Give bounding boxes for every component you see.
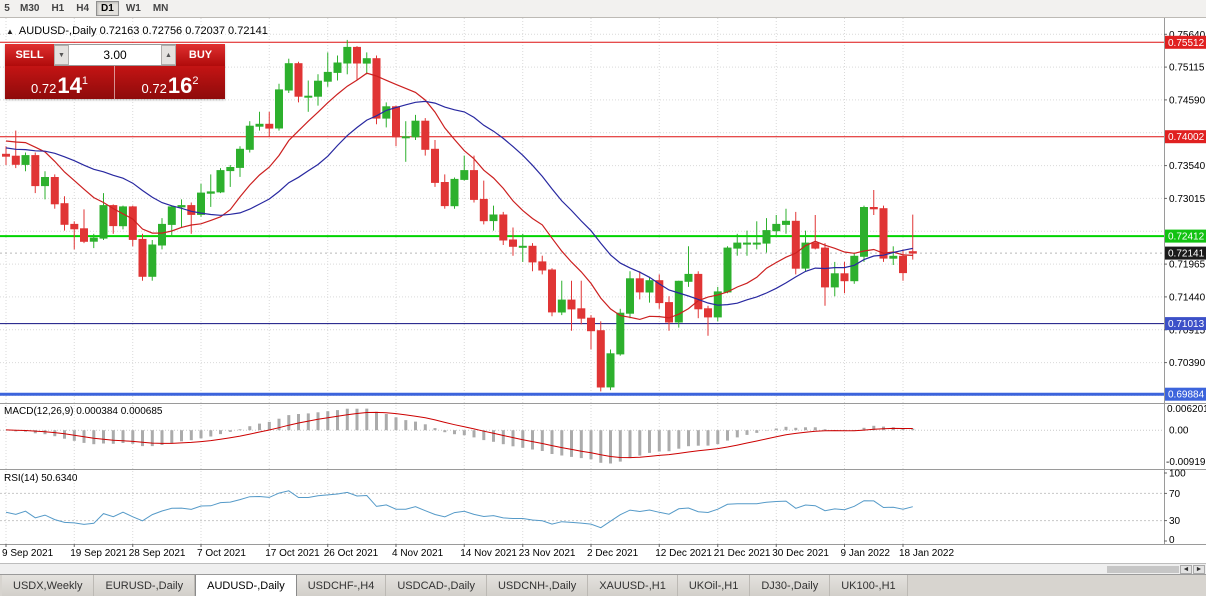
tab-usdcnh-daily[interactable]: USDCNH-,Daily <box>486 575 589 596</box>
tab-uk100-h1[interactable]: UK100-,H1 <box>830 575 908 596</box>
svg-text:9 Jan 2022: 9 Jan 2022 <box>841 548 891 559</box>
svg-text:0.73015: 0.73015 <box>1169 194 1206 205</box>
svg-text:MACD(12,26,9) 0.000384 0.00068: MACD(12,26,9) 0.000384 0.000685 <box>4 406 163 417</box>
tab-usdcad-daily[interactable]: USDCAD-,Daily <box>386 575 487 596</box>
svg-text:18 Jan 2022: 18 Jan 2022 <box>899 548 954 559</box>
tab-eurusd-daily[interactable]: EURUSD-,Daily <box>94 575 196 596</box>
svg-text:30: 30 <box>1169 516 1181 527</box>
svg-text:7 Oct 2021: 7 Oct 2021 <box>197 548 246 559</box>
svg-text:21 Dec 2021: 21 Dec 2021 <box>714 548 771 559</box>
sell-price-big: 14 <box>57 73 82 98</box>
sell-price[interactable]: 0.72 14 1 <box>5 66 115 99</box>
svg-text:0.74590: 0.74590 <box>1169 95 1206 106</box>
volume-field[interactable]: ▼ 3.00 ▲ <box>54 44 176 66</box>
svg-text:0.69884: 0.69884 <box>1168 390 1205 401</box>
buy-price-sup: 2 <box>192 75 199 87</box>
svg-text:26 Oct 2021: 26 Oct 2021 <box>324 548 379 559</box>
svg-text:0.74002: 0.74002 <box>1168 132 1205 143</box>
svg-text:0.75640: 0.75640 <box>1169 30 1206 41</box>
tab-dj30-daily[interactable]: DJ30-,Daily <box>750 575 831 596</box>
svg-text:70: 70 <box>1169 489 1181 500</box>
svg-text:28 Sep 2021: 28 Sep 2021 <box>129 548 186 559</box>
svg-text:30 Dec 2021: 30 Dec 2021 <box>772 548 829 559</box>
svg-text:0.70390: 0.70390 <box>1169 358 1206 369</box>
one-click-trading-panel: SELL ▼ 3.00 ▲ BUY 0.72 14 1 0.72 16 2 <box>5 44 225 99</box>
timeframe-d1[interactable]: D1 <box>96 1 119 16</box>
svg-text:0: 0 <box>1169 535 1175 546</box>
svg-text:0.72412: 0.72412 <box>1168 232 1205 243</box>
svg-text:100: 100 <box>1169 469 1186 480</box>
scroll-right-icon[interactable]: ► <box>1193 565 1205 574</box>
svg-text:-0.00919: -0.00919 <box>1166 457 1206 468</box>
panel-labels: MACD(12,26,9) 0.000384 0.000685 RSI(14) 5… <box>4 406 163 484</box>
tab-usdx-weekly[interactable]: USDX,Weekly <box>2 575 95 596</box>
date-axis: 9 Sep 2021 19 Sep 2021 28 Sep 2021 7 Oct 20… <box>2 544 954 559</box>
svg-text:19 Sep 2021: 19 Sep 2021 <box>70 548 127 559</box>
level-lines[interactable] <box>0 41 1164 396</box>
timeframe-5[interactable]: 5 <box>4 3 10 14</box>
buy-price-big: 16 <box>167 73 193 98</box>
macd-panel <box>0 408 1164 464</box>
buy-price-base: 0.72 <box>141 81 167 96</box>
sell-price-sup: 1 <box>81 75 88 87</box>
tab-usdchf-h4[interactable]: USDCHF-,H4 <box>296 575 387 596</box>
horizontal-scrollbar[interactable]: ◄ ► <box>0 563 1206 574</box>
one-click-collapse-icon[interactable]: ▲ <box>6 26 14 36</box>
svg-text:12 Dec 2021: 12 Dec 2021 <box>655 548 712 559</box>
chart-window: 0.75640 0.75115 0.74590 0.73540 0.73015 0.719… <box>0 18 1206 563</box>
moving-averages <box>5 72 913 321</box>
svg-text:0.71965: 0.71965 <box>1169 260 1206 271</box>
svg-text:2 Dec 2021: 2 Dec 2021 <box>587 548 639 559</box>
timeframe-h4[interactable]: H4 <box>76 3 90 14</box>
tab-audusd-daily[interactable]: AUDUSD-,Daily <box>195 575 297 596</box>
buy-button[interactable]: BUY <box>176 44 225 66</box>
rsi-panel <box>0 490 1164 529</box>
timeframe-m30[interactable]: M30 <box>20 3 40 14</box>
volume-down-icon[interactable]: ▼ <box>54 45 69 65</box>
candles <box>2 39 917 392</box>
svg-text:0.71440: 0.71440 <box>1169 292 1206 303</box>
price-chart[interactable]: 0.75640 0.75115 0.74590 0.73540 0.73015 0.719… <box>0 18 1206 563</box>
svg-text:9 Sep 2021: 9 Sep 2021 <box>2 548 54 559</box>
svg-text:23 Nov 2021: 23 Nov 2021 <box>519 548 576 559</box>
svg-text:0.71013: 0.71013 <box>1168 319 1205 330</box>
sell-price-base: 0.72 <box>31 81 57 96</box>
buy-price[interactable]: 0.72 16 2 <box>115 66 225 99</box>
sell-button[interactable]: SELL <box>5 44 54 66</box>
volume-up-icon[interactable]: ▲ <box>161 45 176 65</box>
svg-text:0.73540: 0.73540 <box>1169 161 1206 172</box>
timeframe-mn[interactable]: MN <box>152 3 169 14</box>
scroll-left-icon[interactable]: ◄ <box>1180 565 1192 574</box>
svg-text:RSI(14) 50.6340: RSI(14) 50.6340 <box>4 473 78 484</box>
svg-text:0.70915: 0.70915 <box>1169 325 1206 336</box>
timeframe-w1[interactable]: W1 <box>125 3 141 14</box>
chart-tabs: USDX,Weekly EURUSD-,Daily AUDUSD-,Daily USD… <box>0 574 1206 596</box>
volume-value[interactable]: 3.00 <box>103 48 127 62</box>
price-axis: 0.75640 0.75115 0.74590 0.73540 0.73015 0.719… <box>0 18 1206 546</box>
svg-text:0.72141: 0.72141 <box>1168 249 1205 260</box>
svg-text:0.00: 0.00 <box>1169 426 1189 437</box>
tab-xauusd-h1[interactable]: XAUUSD-,H1 <box>588 575 678 596</box>
svg-text:0.75512: 0.75512 <box>1168 38 1205 49</box>
chart-title: ▲ AUDUSD-,Daily 0.72163 0.72756 0.72037 … <box>6 25 268 37</box>
scrollbar-thumb[interactable] <box>1107 566 1179 573</box>
svg-text:0.75115: 0.75115 <box>1169 63 1205 74</box>
svg-text:17 Oct 2021: 17 Oct 2021 <box>265 548 320 559</box>
timeframe-toolbar: 5 M30 H1 H4 D1 W1 MN <box>0 0 1206 18</box>
svg-text:4 Nov 2021: 4 Nov 2021 <box>392 548 444 559</box>
tab-ukoil-h1[interactable]: UKOil-,H1 <box>677 575 751 596</box>
chart-title-text: AUDUSD-,Daily 0.72163 0.72756 0.72037 0.… <box>18 25 268 37</box>
timeframe-h1[interactable]: H1 <box>51 3 65 14</box>
svg-text:14 Nov 2021: 14 Nov 2021 <box>460 548 517 559</box>
svg-text:0.006201: 0.006201 <box>1167 404 1206 415</box>
